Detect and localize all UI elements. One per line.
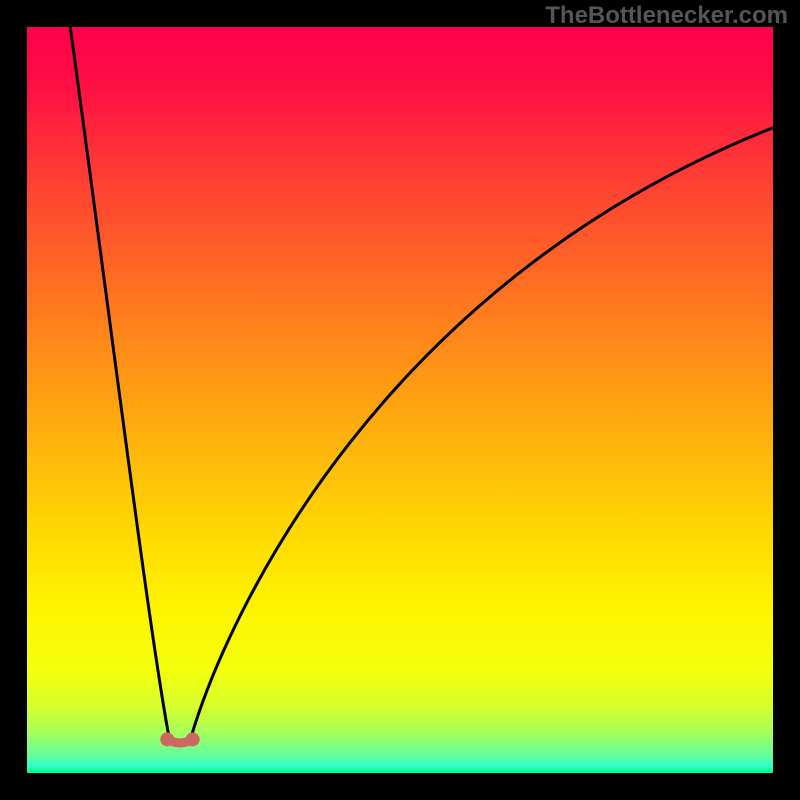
gradient-background — [27, 27, 773, 773]
watermark-text: TheBottlenecker.com — [545, 2, 788, 30]
plot-area — [27, 27, 773, 773]
